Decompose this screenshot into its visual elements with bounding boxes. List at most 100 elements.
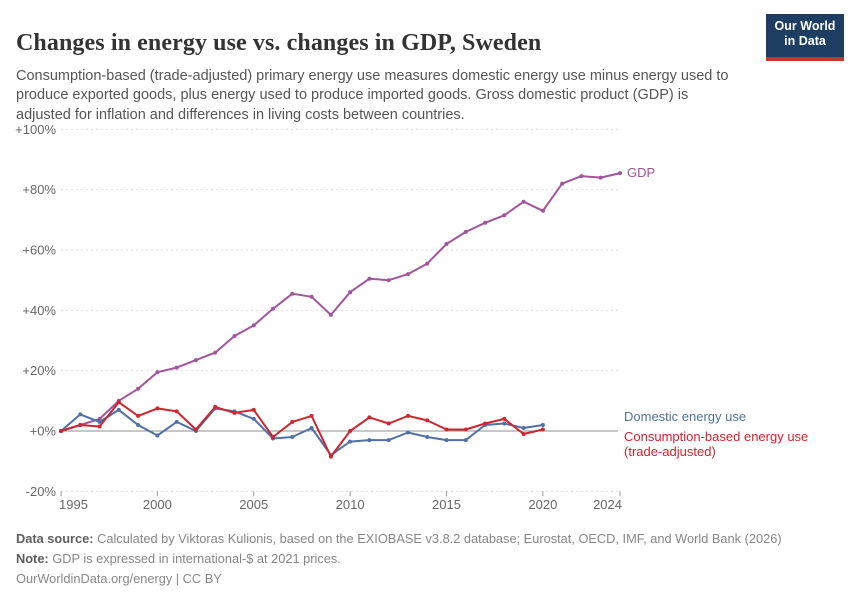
series-marker-domestic-energy-use — [444, 438, 449, 443]
y-axis-tick-label: +20% — [22, 363, 56, 378]
series-marker-gdp — [155, 370, 160, 375]
series-marker-consumption-based-energy-use-trade-adjusted — [444, 427, 449, 432]
y-axis-tick-label: +80% — [22, 182, 56, 197]
series-marker-domestic-energy-use — [290, 435, 295, 439]
series-marker-gdp — [136, 386, 141, 391]
series-marker-consumption-based-energy-use-trade-adjusted — [406, 413, 410, 418]
series-marker-gdp — [174, 365, 179, 370]
series-marker-consumption-based-energy-use-trade-adjusted — [425, 418, 430, 423]
note-text: GDP is expressed in international-$ at 2… — [52, 551, 341, 566]
series-marker-gdp — [406, 272, 410, 277]
series-marker-consumption-based-energy-use-trade-adjusted — [97, 424, 102, 429]
series-marker-gdp — [271, 306, 275, 311]
series-marker-gdp — [425, 261, 430, 266]
series-line-consumption-based-energy-use-trade-adjusted[interactable] — [60, 401, 544, 458]
owid-logo-line1: Our World — [774, 19, 836, 33]
x-axis-tick-label: 2005 — [239, 497, 268, 512]
series-marker-domestic-energy-use — [309, 426, 314, 430]
x-axis-tick-label: 2015 — [432, 497, 461, 512]
series-marker-gdp — [213, 350, 218, 355]
y-axis-tick-label: +60% — [22, 242, 56, 257]
x-axis-tick-label: 1995 — [59, 497, 88, 512]
data-source-line: Data source: Calculated by Viktoras Kuli… — [16, 529, 836, 549]
series-marker-gdp — [598, 175, 603, 180]
series-marker-consumption-based-energy-use-trade-adjusted — [483, 421, 488, 426]
series-marker-consumption-based-energy-use-trade-adjusted — [136, 413, 141, 418]
series-marker-consumption-based-energy-use-trade-adjusted — [271, 435, 275, 439]
chart-footer: Data source: Calculated by Viktoras Kuli… — [16, 529, 836, 589]
data-source-text: Calculated by Viktoras Kulionis, based o… — [97, 531, 782, 546]
page-title: Changes in energy use vs. changes in GDP… — [16, 30, 542, 57]
series-marker-gdp — [521, 199, 526, 204]
series-marker-gdp — [483, 220, 488, 225]
series-label-consumption-based-energy-use-trade-adjusted: Consumption-based energy use — [624, 429, 808, 444]
note-line: Note: GDP is expressed in international-… — [16, 549, 836, 569]
note-label: Note: — [16, 551, 49, 566]
series-marker-consumption-based-energy-use-trade-adjusted — [290, 419, 295, 424]
series-marker-gdp — [97, 416, 102, 421]
series-marker-gdp — [290, 291, 295, 296]
series-marker-gdp — [367, 276, 372, 281]
series-marker-gdp — [251, 323, 256, 328]
x-axis-tick-label: 2024 — [593, 497, 622, 512]
series-marker-consumption-based-energy-use-trade-adjusted — [116, 400, 121, 405]
x-axis-tick-label: 2010 — [336, 497, 365, 512]
series-marker-domestic-energy-use — [251, 416, 256, 421]
series-label-gdp: GDP — [627, 165, 655, 180]
chart-subtitle: Consumption-based (trade-adjusted) prima… — [16, 67, 729, 123]
series-marker-domestic-energy-use — [386, 438, 391, 443]
series-marker-gdp — [444, 242, 449, 246]
series-marker-consumption-based-energy-use-trade-adjusted — [521, 432, 526, 436]
owid-link[interactable]: OurWorldinData.org/energy | CC BY — [16, 571, 222, 586]
series-marker-consumption-based-energy-use-trade-adjusted — [59, 429, 63, 433]
series-marker-gdp — [502, 213, 507, 218]
owid-logo-line2: in Data — [784, 34, 826, 48]
series-line-gdp[interactable] — [60, 172, 621, 432]
series-marker-consumption-based-energy-use-trade-adjusted — [367, 415, 372, 420]
y-axis-tick-label: -20% — [26, 484, 57, 499]
series-line-domestic-energy-use[interactable] — [60, 407, 544, 457]
series-marker-consumption-based-energy-use-trade-adjusted — [502, 416, 507, 421]
series-marker-gdp — [328, 312, 333, 317]
series-marker-consumption-based-energy-use-trade-adjusted — [213, 404, 218, 409]
series-marker-gdp — [386, 278, 391, 283]
series-marker-consumption-based-energy-use-trade-adjusted — [155, 406, 160, 411]
series-marker-consumption-based-energy-use-trade-adjusted — [78, 423, 83, 427]
series-marker-gdp — [348, 290, 353, 295]
series-marker-domestic-energy-use — [406, 430, 410, 435]
x-axis-tick-label: 2000 — [143, 497, 172, 512]
y-axis-tick-label: +0% — [30, 424, 57, 439]
series-marker-consumption-based-energy-use-trade-adjusted — [309, 413, 314, 418]
series-marker-domestic-energy-use — [116, 407, 121, 412]
series-marker-consumption-based-energy-use-trade-adjusted — [328, 454, 333, 459]
series-marker-domestic-energy-use — [97, 419, 102, 424]
series-marker-domestic-energy-use — [367, 438, 372, 443]
series-marker-domestic-energy-use — [348, 439, 353, 444]
line-chart[interactable]: +100% +80% +60% +40% +20% +0% -20%1995 2000 2005… — [0, 0, 850, 520]
series-marker-consumption-based-energy-use-trade-adjusted — [193, 427, 198, 432]
series-marker-domestic-energy-use — [463, 438, 468, 443]
series-marker-consumption-based-energy-use-trade-adjusted — [386, 421, 391, 426]
owid-logo[interactable]: Our World in Data — [766, 14, 844, 61]
series-marker-domestic-energy-use — [540, 423, 545, 427]
series-marker-gdp — [618, 171, 622, 176]
series-marker-domestic-energy-use — [502, 421, 507, 426]
series-marker-gdp — [560, 181, 565, 186]
series-marker-gdp — [232, 334, 237, 338]
series-marker-consumption-based-energy-use-trade-adjusted — [174, 409, 179, 414]
series-marker-domestic-energy-use — [521, 426, 526, 430]
series-marker-consumption-based-energy-use-trade-adjusted — [232, 410, 237, 415]
series-marker-consumption-based-energy-use-trade-adjusted — [540, 427, 545, 432]
data-source-label: Data source: — [16, 531, 94, 546]
series-marker-gdp — [309, 294, 314, 299]
y-axis-tick-label: +40% — [22, 303, 56, 318]
series-marker-domestic-energy-use — [174, 419, 179, 424]
series-marker-gdp — [540, 208, 545, 213]
series-marker-domestic-energy-use — [425, 435, 430, 439]
series-marker-domestic-energy-use — [78, 412, 83, 417]
series-marker-domestic-energy-use — [136, 423, 141, 427]
series-label-consumption-based-energy-use-trade-adjusted: (trade-adjusted) — [624, 444, 716, 459]
series-marker-gdp — [463, 229, 468, 234]
y-axis-tick-label: +100% — [15, 122, 56, 137]
x-axis-tick-label: 2020 — [528, 497, 557, 512]
